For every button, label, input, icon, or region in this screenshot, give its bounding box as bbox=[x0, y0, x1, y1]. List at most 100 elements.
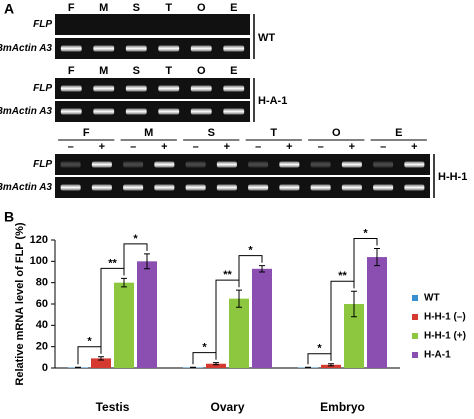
significance-label: * bbox=[363, 227, 368, 239]
y-tick-label: 60 bbox=[36, 298, 48, 310]
lane-label: F bbox=[68, 65, 75, 77]
lane-label: O bbox=[197, 65, 206, 77]
row-label: FLP bbox=[33, 159, 52, 170]
significance-bracket bbox=[123, 243, 148, 276]
significance-label: * bbox=[133, 233, 138, 245]
error-bar bbox=[328, 363, 334, 367]
lane-label: T bbox=[270, 127, 277, 139]
band bbox=[185, 161, 206, 168]
band bbox=[158, 45, 180, 52]
group-label: H-A-1 bbox=[258, 95, 287, 107]
band bbox=[373, 161, 394, 168]
error-bar bbox=[259, 265, 265, 273]
lane-label: F bbox=[68, 2, 75, 14]
lane-label: E bbox=[230, 65, 237, 77]
y-tick-label: 100 bbox=[30, 255, 48, 267]
gel bbox=[55, 154, 430, 175]
lane-label: S bbox=[133, 2, 140, 14]
bar bbox=[344, 304, 364, 368]
gel bbox=[55, 14, 250, 35]
bar bbox=[91, 358, 111, 368]
band bbox=[190, 45, 212, 52]
band bbox=[310, 184, 331, 191]
band bbox=[158, 85, 180, 92]
lane-label: M bbox=[99, 65, 108, 77]
band bbox=[154, 161, 175, 168]
legend-label: WT bbox=[424, 293, 440, 304]
band bbox=[223, 85, 245, 92]
legend-swatch bbox=[412, 314, 418, 320]
y-axis-title: Relative mRNA level of FLP (%) bbox=[14, 222, 26, 386]
band bbox=[404, 184, 425, 191]
band bbox=[248, 184, 269, 191]
legend-label: H-A-1 bbox=[424, 350, 451, 361]
band bbox=[310, 161, 331, 168]
y-tick-label: 120 bbox=[30, 234, 48, 246]
x-tick-label: Embryo bbox=[320, 400, 365, 414]
lane-label: M bbox=[144, 127, 153, 139]
condition-label: – bbox=[68, 141, 74, 153]
significance-label: ** bbox=[338, 270, 347, 282]
condition-label: – bbox=[380, 141, 386, 153]
band bbox=[279, 184, 300, 191]
error-bar bbox=[374, 248, 380, 267]
lane-label: F bbox=[83, 127, 90, 139]
band bbox=[279, 161, 300, 168]
panel-label: B bbox=[4, 209, 14, 225]
band bbox=[60, 184, 81, 191]
y-tick-label: 40 bbox=[36, 319, 48, 331]
error-bar bbox=[98, 356, 104, 361]
condition-label: – bbox=[255, 141, 261, 153]
band bbox=[223, 108, 245, 115]
significance-label: * bbox=[248, 245, 253, 257]
band bbox=[125, 108, 147, 115]
significance-bracket bbox=[353, 238, 378, 289]
lane-label: O bbox=[197, 2, 206, 14]
bar bbox=[321, 364, 341, 368]
gel bbox=[55, 101, 250, 122]
bar bbox=[206, 363, 226, 368]
band bbox=[341, 184, 362, 191]
row-label: BmActin A3 bbox=[0, 43, 52, 54]
band bbox=[93, 85, 115, 92]
error-bar bbox=[213, 362, 219, 366]
band bbox=[93, 108, 115, 115]
lane-label: E bbox=[395, 127, 402, 139]
legend-swatch bbox=[412, 295, 418, 301]
condition-label: – bbox=[130, 141, 136, 153]
band bbox=[125, 85, 147, 92]
significance-bracket bbox=[238, 255, 263, 288]
row-label: FLP bbox=[33, 19, 52, 30]
band bbox=[125, 45, 147, 52]
bar bbox=[229, 298, 249, 368]
band bbox=[60, 45, 82, 52]
significance-label: ** bbox=[223, 269, 232, 281]
band bbox=[341, 161, 362, 168]
band bbox=[93, 45, 115, 52]
lane-label: S bbox=[133, 65, 140, 77]
condition-label: + bbox=[224, 141, 230, 153]
bar bbox=[137, 261, 157, 368]
legend-label: H-H-1 (+) bbox=[424, 331, 466, 342]
legend-label: H-H-1 (–) bbox=[424, 312, 466, 323]
band bbox=[91, 161, 112, 168]
band bbox=[248, 161, 269, 168]
x-tick-label: Ovary bbox=[210, 400, 244, 414]
band bbox=[158, 108, 180, 115]
band bbox=[404, 161, 425, 168]
band bbox=[216, 184, 237, 191]
y-tick-label: 80 bbox=[36, 277, 48, 289]
row-label: BmActin A3 bbox=[0, 182, 52, 193]
band bbox=[185, 184, 206, 191]
condition-label: – bbox=[318, 141, 324, 153]
band bbox=[123, 184, 144, 191]
band bbox=[60, 161, 81, 168]
y-tick-label: 20 bbox=[36, 341, 48, 353]
legend-swatch bbox=[412, 333, 418, 339]
x-tick-label: Testis bbox=[96, 400, 130, 414]
band bbox=[154, 184, 175, 191]
lane-label: S bbox=[208, 127, 215, 139]
condition-label: + bbox=[161, 141, 167, 153]
gel bbox=[55, 78, 250, 99]
